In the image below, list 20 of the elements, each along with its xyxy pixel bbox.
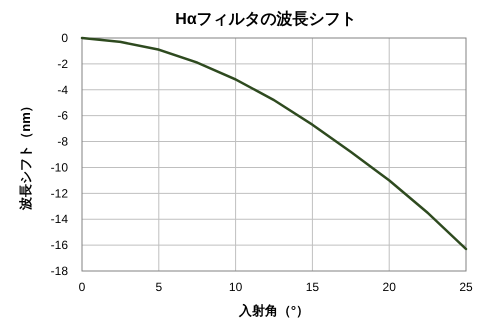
x-tick-label: 15 <box>306 280 320 294</box>
y-tick-label: -6 <box>57 108 68 123</box>
x-tick-label: 0 <box>78 280 86 294</box>
y-tick-label: -14 <box>50 212 68 226</box>
y-tick-label: -10 <box>50 160 68 174</box>
line-series <box>80 36 468 250</box>
x-tick-label: 10 <box>228 280 243 294</box>
y-tick-label: -12 <box>50 186 68 200</box>
chart-title: Hαフィルタの波長シフト <box>175 10 357 28</box>
y-tick-label: -2 <box>57 56 68 71</box>
y-tick-label: -18 <box>50 264 68 278</box>
y-tick-label: 0 <box>61 31 68 45</box>
x-tick-label: 25 <box>459 280 473 294</box>
x-tick-label: 5 <box>155 280 162 294</box>
y-axis-title: 波長シフト（nm） <box>18 99 33 211</box>
y-tick-label: -8 <box>57 134 68 149</box>
y-tick-label: -16 <box>50 238 68 252</box>
y-tick-label: -4 <box>57 82 68 97</box>
x-axis-title: 入射角（°） <box>238 303 310 318</box>
x-tick-label: 20 <box>382 280 396 294</box>
